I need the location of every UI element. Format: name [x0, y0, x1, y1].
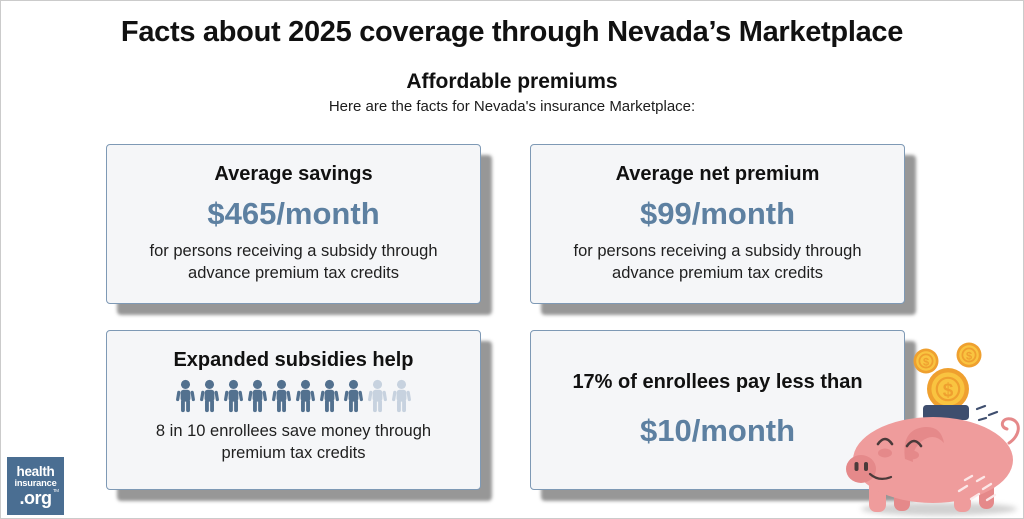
logo-line-3: .org TM — [19, 488, 59, 509]
coin-slot — [923, 405, 969, 420]
pig-eye — [876, 437, 894, 446]
healthinsurance-org-logo: health insurance .org TM — [7, 457, 64, 515]
card-amount: $465/month — [207, 196, 380, 231]
speckle-dashes — [975, 404, 999, 422]
page-title: Facts about 2025 coverage through Nevada… — [120, 16, 904, 48]
pig-ear — [904, 426, 944, 462]
logo-line-2: insurance — [14, 478, 57, 489]
card-description: for persons receiving a subsidy through … — [573, 242, 862, 282]
pig-blush — [905, 450, 919, 460]
pig-blush — [878, 448, 892, 458]
coin-icon: $ — [956, 342, 982, 368]
header: Facts about 2025 coverage through Nevada… — [1, 1, 1023, 115]
logo-line-1: health — [16, 463, 55, 479]
stat-card-expanded-subsidies: Expanded subsidies help 8 in 10 enrollee… — [106, 330, 481, 490]
person-icon — [343, 379, 364, 413]
coin-icon: $ — [913, 348, 939, 374]
person-icon — [295, 379, 316, 413]
card-amount: $10/month — [639, 413, 796, 448]
card-heading: Expanded subsidies help — [173, 349, 414, 371]
svg-text:$: $ — [943, 381, 954, 402]
person-icon — [319, 379, 340, 413]
card-heading: Average net premium — [615, 163, 820, 185]
pig-smile — [868, 472, 893, 481]
intro-text: Here are the facts for Nevada's insuranc… — [328, 98, 696, 115]
person-icon — [223, 379, 244, 413]
page-subtitle: Affordable premiums — [406, 70, 618, 93]
card-heading: 17% of enrollees pay less than — [572, 371, 863, 393]
piggy-bank-illustration: $ $ $ — [846, 342, 1020, 516]
enrollee-pictograph — [174, 377, 414, 415]
card-description: 8 in 10 enrollees save money through pre… — [155, 422, 432, 462]
person-icon — [271, 379, 292, 413]
person-icon — [175, 379, 196, 413]
stat-card-average-net-premium: Average net premium $99/month for person… — [530, 144, 905, 304]
svg-text:$: $ — [966, 351, 972, 363]
stat-card-average-savings: Average savings $465/month for persons r… — [106, 144, 481, 304]
pig-body — [853, 417, 1013, 503]
person-icon — [367, 379, 388, 413]
coin-icon: $ — [927, 368, 969, 410]
pig-tail — [1000, 417, 1020, 445]
person-icon — [247, 379, 268, 413]
stat-card-low-premium-share: 17% of enrollees pay less than $10/month — [530, 330, 905, 490]
pig-eye — [905, 439, 923, 448]
pig-snout — [846, 455, 876, 483]
texture-dashes — [957, 474, 997, 502]
card-amount: $99/month — [639, 196, 796, 231]
person-icon — [199, 379, 220, 413]
card-heading: Average savings — [214, 163, 373, 185]
svg-text:$: $ — [923, 357, 929, 369]
card-description: for persons receiving a subsidy through … — [149, 242, 438, 282]
person-icon — [391, 379, 412, 413]
trademark-symbol: TM — [53, 488, 59, 494]
